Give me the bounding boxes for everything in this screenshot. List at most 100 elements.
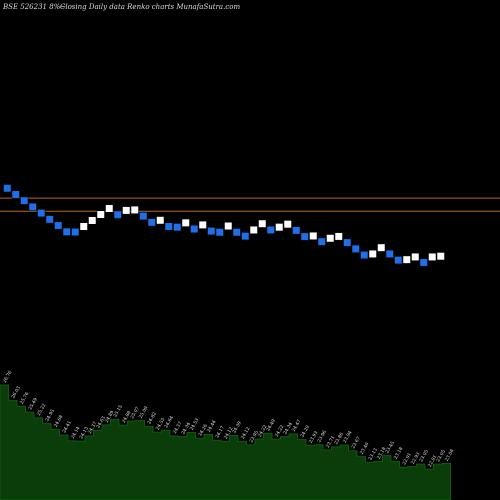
renko-bricks xyxy=(3,184,445,267)
volume-label-27: 24.12 xyxy=(223,426,235,440)
renko-brick-16 xyxy=(130,205,139,214)
volume-label-9: 24.14 xyxy=(70,426,82,440)
renko-brick-22 xyxy=(181,218,190,227)
renko-brick-35 xyxy=(292,226,301,235)
renko-brick-17 xyxy=(139,212,148,221)
renko-brick-10 xyxy=(79,222,88,231)
renko-brick-4 xyxy=(28,202,37,211)
volume-label-10: 24.13 xyxy=(78,426,90,440)
renko-brick-34 xyxy=(283,220,292,229)
renko-brick-7 xyxy=(54,221,63,230)
volume-label-48: 22.91 xyxy=(401,452,413,466)
renko-brick-13 xyxy=(105,204,114,213)
volume-label-52: 23.05 xyxy=(435,449,447,463)
renko-brick-1 xyxy=(3,184,12,193)
volume-label-22: 24.34 xyxy=(180,421,192,435)
volume-label-21: 24.37 xyxy=(172,421,184,435)
volume-label-26: 24.17 xyxy=(214,425,226,439)
renko-brick-8 xyxy=(62,227,71,236)
volume-label-4: 25.49 xyxy=(27,397,39,411)
volume-label-5: 25.22 xyxy=(36,403,48,417)
volume-label-28: 24.39 xyxy=(231,420,243,434)
volume-label-46: 23.45 xyxy=(384,440,396,454)
volume-label-12: 24.63 xyxy=(95,415,107,429)
renko-brick-3 xyxy=(20,196,29,205)
renko-brick-50 xyxy=(419,258,428,267)
renko-brick-30 xyxy=(249,225,258,234)
renko-brick-21 xyxy=(173,223,182,232)
renko-brick-38 xyxy=(317,237,326,246)
volume-label-17: 25.09 xyxy=(138,405,150,419)
renko-brick-11 xyxy=(88,216,97,225)
volume-label-18: 24.82 xyxy=(146,411,158,425)
volume-label-38: 23.96 xyxy=(316,429,328,443)
volume-label-11: 24.37 xyxy=(87,421,99,435)
volume-label-49: 22.93 xyxy=(410,451,422,465)
volume-label-30: 23.95 xyxy=(248,430,260,444)
reference-lines xyxy=(0,197,500,212)
renko-brick-19 xyxy=(156,216,165,225)
renko-brick-45 xyxy=(377,243,386,252)
renko-brick-48 xyxy=(402,255,411,264)
renko-brick-14 xyxy=(113,210,122,219)
volume-area xyxy=(0,384,451,500)
renko-brick-24 xyxy=(198,220,207,229)
renko-brick-18 xyxy=(147,218,156,227)
renko-brick-44 xyxy=(368,249,377,258)
volume-label-8: 24.41 xyxy=(61,420,73,434)
volume-label-24: 24.26 xyxy=(197,423,209,437)
volume-label-53: 23.08 xyxy=(444,448,456,462)
volume-label-44: 23.13 xyxy=(367,447,379,461)
volume-label-33: 24.22 xyxy=(274,424,286,438)
renko-brick-51 xyxy=(428,252,437,261)
volume-label-37: 23.93 xyxy=(308,430,320,444)
renko-brick-5 xyxy=(37,209,46,218)
renko-brick-28 xyxy=(232,228,241,237)
volume-label-19: 24.55 xyxy=(155,417,167,431)
renko-brick-49 xyxy=(411,252,420,261)
volume-label-50: 23.05 xyxy=(418,449,430,463)
volume-label-32: 24.49 xyxy=(265,418,277,432)
renko-brick-29 xyxy=(241,232,250,241)
renko-brick-32 xyxy=(266,225,275,234)
renko-brick-20 xyxy=(164,222,173,231)
volume-label-14: 25.15 xyxy=(112,404,124,418)
renko-brick-39 xyxy=(326,234,335,243)
chart-title: BSE 526231 8%~ xyxy=(2,3,66,11)
volume-label-40: 23.86 xyxy=(333,432,345,446)
renko-brick-6 xyxy=(45,215,54,224)
volume-label-2: 26.03 xyxy=(10,385,22,399)
volume-label-3: 25.76 xyxy=(19,391,31,405)
volume-label-1: 26.76 xyxy=(2,370,14,384)
renko-brick-42 xyxy=(351,244,360,253)
volume-label-13: 24.89 xyxy=(104,410,116,424)
renko-brick-52 xyxy=(436,252,445,261)
volume-label-34: 24.34 xyxy=(282,421,294,435)
renko-brick-40 xyxy=(334,232,343,241)
volume-label-6: 24.95 xyxy=(44,408,56,422)
renko-brick-41 xyxy=(343,238,352,247)
renko-brick-46 xyxy=(385,249,394,258)
volume-label-36: 24.20 xyxy=(299,424,311,438)
volume-label-41: 23.94 xyxy=(342,430,354,444)
renko-brick-43 xyxy=(360,251,369,260)
volume-label-43: 23.40 xyxy=(359,441,371,455)
volume-label-16: 25.07 xyxy=(129,406,141,420)
volume-label-29: 24.12 xyxy=(240,426,252,440)
volume-area-fill xyxy=(0,384,451,500)
chart-subtitle: Closing Daily data Renko charts MunafaSu… xyxy=(60,3,240,11)
volume-label-45: 23.18 xyxy=(376,446,388,460)
renko-brick-25 xyxy=(207,227,216,236)
renko-brick-36 xyxy=(300,232,309,241)
renko-brick-23 xyxy=(190,225,199,234)
renko-brick-31 xyxy=(258,219,267,228)
renko-brick-9 xyxy=(71,228,80,237)
volume-label-23: 24.53 xyxy=(189,417,201,431)
volume-label-51: 22.81 xyxy=(427,454,439,468)
volume-label-20: 24.64 xyxy=(163,415,175,429)
volume-label-7: 24.68 xyxy=(53,414,65,428)
volume-label-47: 23.18 xyxy=(393,446,405,460)
renko-brick-2 xyxy=(11,190,20,199)
volume-label-42: 23.67 xyxy=(350,436,362,450)
